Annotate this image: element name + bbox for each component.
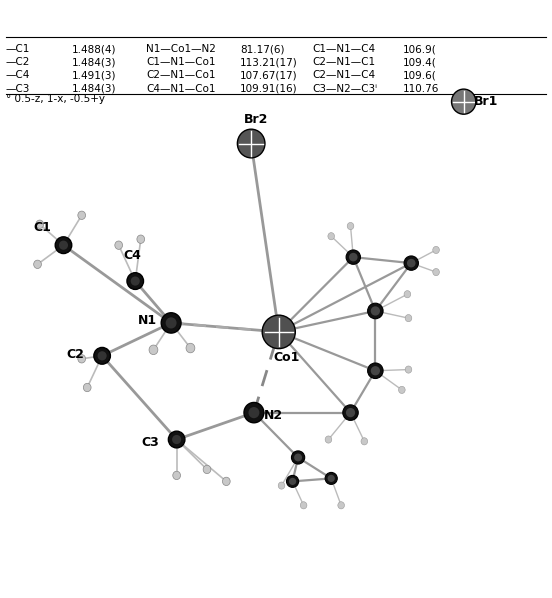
Ellipse shape (289, 478, 296, 485)
Ellipse shape (346, 250, 360, 264)
Circle shape (433, 269, 439, 276)
Circle shape (78, 211, 86, 219)
Circle shape (78, 355, 86, 363)
Text: N2: N2 (264, 409, 283, 422)
Text: —C4: —C4 (6, 71, 30, 80)
Circle shape (173, 471, 181, 480)
Circle shape (404, 291, 411, 298)
Ellipse shape (294, 453, 302, 462)
Text: 113.21(17): 113.21(17) (240, 57, 298, 67)
Ellipse shape (244, 402, 264, 423)
Text: 1.488(4): 1.488(4) (72, 44, 116, 54)
Ellipse shape (172, 435, 181, 444)
Text: C1—N1—Co1: C1—N1—Co1 (146, 57, 216, 67)
Ellipse shape (168, 431, 185, 448)
Text: C3—N2—C3ⁱ: C3—N2—C3ⁱ (312, 84, 377, 93)
Circle shape (347, 222, 354, 230)
Circle shape (83, 383, 91, 392)
Text: 1.491(3): 1.491(3) (72, 71, 116, 80)
Text: C2: C2 (67, 347, 84, 361)
Circle shape (186, 343, 195, 353)
Text: 110.76: 110.76 (403, 84, 439, 93)
Circle shape (405, 366, 412, 373)
Text: ° 0.5-z, 1-x, -0.5+y: ° 0.5-z, 1-x, -0.5+y (6, 94, 104, 103)
Ellipse shape (327, 475, 335, 482)
Text: Br1: Br1 (474, 95, 498, 108)
Ellipse shape (325, 472, 337, 484)
Ellipse shape (371, 306, 380, 316)
Text: 107.67(17): 107.67(17) (240, 71, 298, 80)
Text: Co1: Co1 (274, 350, 300, 364)
Circle shape (203, 465, 211, 474)
Ellipse shape (291, 451, 305, 464)
Ellipse shape (161, 313, 181, 333)
Ellipse shape (94, 347, 110, 364)
Ellipse shape (346, 408, 355, 417)
Ellipse shape (349, 253, 358, 261)
Text: N1: N1 (139, 314, 157, 327)
Text: C2—N1—C4: C2—N1—C4 (312, 71, 375, 80)
Text: 106.9(: 106.9( (403, 44, 437, 54)
Text: 1.484(3): 1.484(3) (72, 84, 116, 93)
Text: Br2: Br2 (243, 113, 268, 126)
Ellipse shape (371, 366, 380, 376)
Ellipse shape (343, 405, 358, 420)
Text: 1.484(3): 1.484(3) (72, 57, 116, 67)
Ellipse shape (286, 475, 299, 487)
Circle shape (405, 315, 412, 322)
Ellipse shape (59, 240, 68, 250)
Text: 81.17(6): 81.17(6) (240, 44, 285, 54)
Circle shape (222, 477, 230, 486)
Ellipse shape (452, 89, 476, 114)
Ellipse shape (166, 318, 177, 328)
Ellipse shape (237, 129, 265, 158)
Circle shape (399, 386, 405, 393)
Circle shape (328, 233, 335, 240)
Text: 109.91(16): 109.91(16) (240, 84, 298, 93)
Text: C1—N1—C4: C1—N1—C4 (312, 44, 375, 54)
Text: N1—Co1—N2: N1—Co1—N2 (146, 44, 216, 54)
Circle shape (433, 246, 439, 254)
Ellipse shape (131, 276, 140, 286)
Circle shape (278, 482, 285, 489)
Circle shape (137, 235, 145, 243)
Circle shape (300, 502, 307, 509)
Text: C2—N1—Co1: C2—N1—Co1 (146, 71, 216, 80)
Text: —C1: —C1 (6, 44, 30, 54)
Circle shape (149, 345, 158, 355)
Ellipse shape (404, 256, 418, 270)
Circle shape (338, 502, 344, 509)
Ellipse shape (127, 273, 144, 289)
Ellipse shape (55, 237, 72, 254)
Text: C4: C4 (124, 249, 141, 263)
Circle shape (34, 260, 41, 269)
Ellipse shape (407, 259, 416, 267)
Circle shape (361, 438, 368, 445)
Text: —C3: —C3 (6, 84, 30, 93)
Text: C1: C1 (34, 221, 51, 234)
Circle shape (115, 241, 123, 249)
Ellipse shape (262, 315, 295, 349)
Text: C4—N1—Co1: C4—N1—Co1 (146, 84, 216, 93)
Text: —C2: —C2 (6, 57, 30, 67)
Text: 109.6(: 109.6( (403, 71, 437, 80)
Circle shape (325, 436, 332, 443)
Text: 109.4(: 109.4( (403, 57, 437, 67)
Ellipse shape (368, 363, 383, 379)
Ellipse shape (248, 407, 259, 418)
Text: C3: C3 (141, 436, 159, 449)
Ellipse shape (98, 351, 107, 361)
Circle shape (36, 220, 44, 228)
Text: C2—N1—C1: C2—N1—C1 (312, 57, 375, 67)
Ellipse shape (368, 303, 383, 319)
